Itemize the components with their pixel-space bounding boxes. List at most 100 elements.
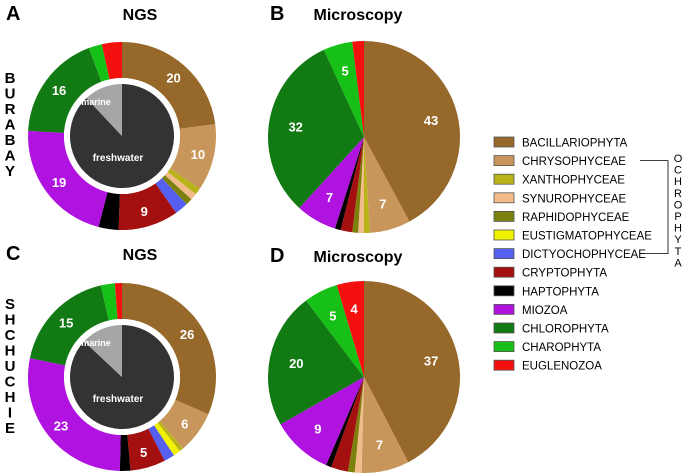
data-label-chlorophyta: 32 <box>288 119 302 134</box>
data-label-miozoa: 7 <box>326 190 333 205</box>
site-letter: S <box>5 296 15 313</box>
slice-synurophyceae <box>358 137 364 233</box>
inner-label-marine: marine <box>81 97 111 107</box>
inner-label-freshwater: freshwater <box>93 394 144 405</box>
group-label-letter: O <box>674 199 683 211</box>
data-label-chlorophyta: 20 <box>289 356 303 371</box>
inner-slice-marine <box>84 325 122 377</box>
panel-title-b: Microscopy <box>314 7 403 24</box>
panel-letter-d: D <box>270 245 284 267</box>
inner-slice-marine <box>86 84 122 136</box>
legend-label-euglenozoa: EUGLENOZOA <box>522 361 602 373</box>
slice-charophyta <box>323 41 364 137</box>
legend-label-eustigmatophyceae: EUSTIGMATOPHYCEAE <box>522 231 652 243</box>
legend-label-dictyochophyceae: DICTYOCHOPHYCEAE <box>522 249 646 261</box>
legend-label-charophyta: CHAROPHYTA <box>522 342 601 354</box>
slice-charophyta <box>306 284 364 377</box>
slice-chrysophyceae <box>159 399 209 449</box>
pie-ngs-shchuchie: 26 6 5 23 15 freshwater marine <box>27 283 216 471</box>
legend-label-synurophyceae: SYNUROPHYCEAE <box>522 193 626 205</box>
legend-label-miozoa: MIOZOA <box>522 305 568 317</box>
panel-title-c: NGS <box>123 247 158 264</box>
site-letter: H <box>5 312 16 329</box>
site-letter: A <box>5 148 16 165</box>
panel-title-a: NGS <box>123 7 158 24</box>
slice-miozoa <box>28 130 108 228</box>
slice-xanthophyceae <box>364 137 370 233</box>
slice-miozoa <box>299 137 364 229</box>
legend-label-chrysophyceae: CHRYSOPHYCEAE <box>522 156 626 168</box>
group-label-letter: R <box>674 188 682 200</box>
data-label-cryptophyta: 9 <box>141 204 148 219</box>
slice-euglenozoa <box>352 41 364 137</box>
slice-dictyochophyceae <box>155 178 187 213</box>
pie-microscopy-shchuchie: 37 7 9 20 5 4 <box>268 281 460 473</box>
data-label-chlorophyta: 15 <box>59 316 73 331</box>
legend-swatch-charophyta <box>493 341 515 353</box>
slice-chrysophyceae <box>170 124 216 189</box>
slice-eustigmatophyceae <box>154 422 180 456</box>
slice-chlorophyta <box>28 48 102 133</box>
legend-swatch-haptophyta <box>493 285 515 297</box>
slice-miozoa <box>27 358 121 471</box>
inner-slice-freshwater <box>70 325 175 429</box>
slice-xanthophyceae <box>167 168 200 195</box>
data-label-bacillariophyta: 43 <box>424 113 438 128</box>
slice-euglenozoa <box>114 283 122 320</box>
slice-synurophyceae <box>164 171 196 200</box>
panel-letter-a: A <box>6 3 20 25</box>
slice-cryptophyta <box>118 183 177 230</box>
legend-swatch-bacillariophyta <box>493 136 515 148</box>
site-letter: C <box>5 327 16 344</box>
data-label-charophyta: 5 <box>341 64 348 79</box>
data-label-miozoa: 9 <box>314 421 321 436</box>
slice-haptophyta <box>98 192 120 230</box>
site-letter: B <box>5 70 16 87</box>
group-label-letter: Y <box>674 234 682 246</box>
legend-swatch-chlorophyta <box>493 322 515 334</box>
slice-chlorophyta <box>267 49 364 208</box>
slice-chrysophyceae <box>364 137 410 233</box>
slice-cryptophyta <box>127 428 165 471</box>
group-label-letter: C <box>674 165 682 177</box>
data-label-chlorophyta: 16 <box>52 83 66 98</box>
legend-label-cryptophyta: CRYPTOPHYTA <box>522 268 607 280</box>
panel-letter-c: C <box>6 243 20 265</box>
pie-ngs-burabay: 20 10 9 19 16 freshwater marine <box>28 42 216 230</box>
legend-label-raphidophyceae: RAPHIDOPHYCEAE <box>522 212 630 224</box>
data-label-cryptophyta: 5 <box>140 445 147 460</box>
data-label-chrysophyceae: 7 <box>376 437 383 452</box>
slice-cryptophyta <box>331 377 364 472</box>
slice-raphidophyceae <box>161 175 192 205</box>
legend-swatch-eustigmatophyceae <box>493 229 515 241</box>
site-letter: C <box>5 374 16 391</box>
group-label-letter: O <box>674 153 683 165</box>
site-letter: B <box>5 132 16 149</box>
group-label-letter: H <box>674 176 682 188</box>
slice-bacillariophyta <box>122 283 216 415</box>
data-label-chrysophyceae: 10 <box>191 147 205 162</box>
slice-charophyta <box>88 44 110 82</box>
legend-swatch-raphidophyceae <box>493 210 515 222</box>
slice-haptophyta <box>119 434 131 471</box>
site-letter: E <box>5 420 15 437</box>
panel-letter-b: B <box>270 3 284 25</box>
site-letter: U <box>5 86 16 103</box>
slice-haptophyta <box>334 137 364 231</box>
legend-label-bacillariophyta: BACILLARIOPHYTA <box>522 138 628 150</box>
slice-charophyta <box>100 283 118 321</box>
legend-label-haptophyta: HAPTOPHYTA <box>522 286 599 298</box>
slice-chlorophyta <box>268 300 364 425</box>
slice-raphidophyceae <box>352 137 364 233</box>
slice-synurophyceae <box>354 377 364 473</box>
legend: BACILLARIOPHYTA CHRYSOPHYCEAE XANTHOPHYCEA… <box>493 136 652 373</box>
slice-euglenozoa <box>336 281 364 377</box>
group-label-letter: P <box>674 211 681 223</box>
inner-label-marine: marine <box>81 338 111 348</box>
data-label-euglenozoa: 4 <box>350 302 358 317</box>
legend-label-xanthophyceae: XANTHOPHYCEAE <box>522 175 625 187</box>
legend-swatch-dictyochophyceae <box>493 248 515 260</box>
